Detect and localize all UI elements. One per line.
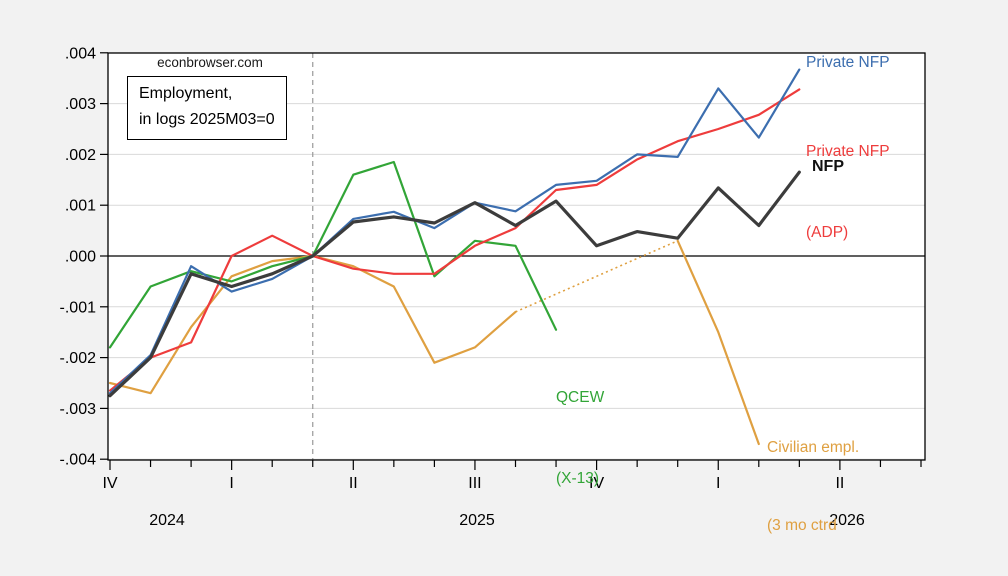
x-axis-quarter-label: II [349,475,358,492]
qcew-label: QCEW (X-13) [556,330,604,546]
y-axis-label: .000 [65,249,96,266]
y-axis-label: -.004 [60,452,97,469]
adp-label-line2: (ADP) [806,224,849,241]
y-axis-label: -.001 [60,299,97,316]
plot-border [107,52,926,461]
watermark-econbrowser: econbrowser.com [157,55,263,70]
x-axis-quarter-label: I [716,475,720,492]
x-axis-quarter-label: II [835,475,844,492]
x-axis-year-label: 2024 [149,512,185,529]
chart-note-line1: Employment, [139,85,233,102]
chart-note-box: Employment, in logs 2025M03=0 [127,76,287,140]
series-nfp [108,170,801,398]
y-axis-label: -.002 [60,350,97,367]
series-private-nfp [108,68,801,395]
chart-note-line2: in logs 2025M03=0 [139,111,275,128]
civilian-label-line2: (3 mo ctrd [767,517,837,534]
qcew-label-line1: QCEW [556,389,605,406]
x-axis-quarter-label: IV [589,475,604,492]
y-axis-label: .004 [65,45,96,62]
series-civilian-empl-3-mo-ctrd-mov-avg-end-segment [676,239,760,446]
nfp-label: NFP [812,158,844,175]
x-axis-quarter-label: I [229,475,233,492]
adp-label: Private NFP (ADP) [806,84,890,300]
y-axis-label: .001 [65,198,96,215]
series-qcew-x-13 [108,160,558,349]
x-axis-quarter-label: III [468,475,481,492]
x-axis-quarter-label: IV [102,475,117,492]
x-axis-year-label: 2025 [459,512,495,529]
y-axis-label: .002 [65,147,96,164]
series-civilian-empl-3-mo-ctrd-mov-avg-dotted-segment [515,240,679,313]
civilian-label: Civilian empl. (3 mo ctrd mov avg) [767,383,859,576]
x-axis-year-label: 2026 [829,512,865,529]
y-axis-label: .003 [65,96,96,113]
y-axis-label: -.003 [60,401,97,418]
qcew-label-line2: (X-13) [556,470,600,487]
adp-label-line1: Private NFP [806,143,890,160]
series-private-nfp-adp [108,88,801,392]
private-nfp-label: Private NFP [806,54,890,71]
civilian-label-line1: Civilian empl. [767,439,860,456]
